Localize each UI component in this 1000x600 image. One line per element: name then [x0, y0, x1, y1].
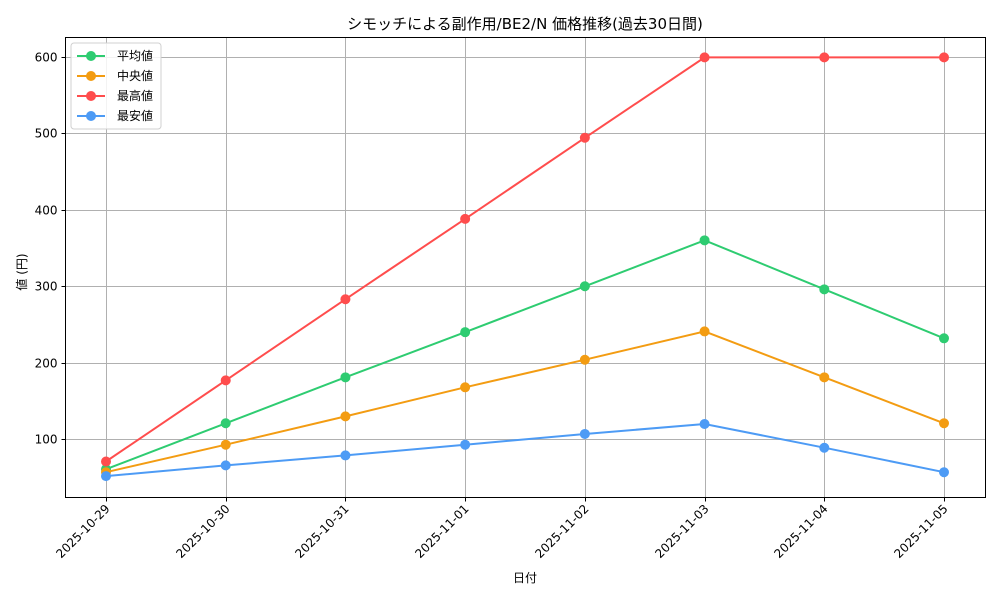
data-point[interactable] — [939, 467, 949, 478]
y-tick-label: 100 — [35, 433, 58, 447]
data-point[interactable] — [220, 439, 231, 450]
x-tick-label: 2025-10-29 — [53, 502, 112, 561]
data-point[interactable] — [220, 375, 231, 386]
data-point[interactable] — [101, 456, 111, 467]
data-point[interactable] — [460, 439, 471, 450]
y-axis: 100 200 300 400 500 600 — [35, 51, 66, 447]
y-tick-label: 200 — [35, 357, 58, 371]
data-point[interactable] — [340, 450, 351, 461]
series-2 — [101, 52, 949, 467]
legend-item: 中央値 — [77, 68, 153, 83]
legend-box — [70, 42, 162, 130]
x-axis: 2025-10-29 2025-10-30 2025-10-31 2025-11-01… — [53, 497, 951, 561]
y-tick-label: 600 — [35, 51, 58, 65]
data-point[interactable] — [819, 52, 830, 63]
legend-label: 最安値 — [117, 108, 153, 123]
x-axis-title: 日付 — [513, 571, 537, 585]
y-tick-label: 500 — [35, 127, 58, 141]
plot-frame — [65, 37, 986, 498]
data-point[interactable] — [340, 294, 351, 305]
data-point[interactable] — [460, 382, 471, 393]
y-axis-title: 値 (円) — [14, 253, 29, 290]
data-point[interactable] — [460, 213, 471, 224]
legend-label: 中央値 — [117, 68, 153, 83]
data-point[interactable] — [939, 52, 949, 63]
x-tick-label: 2025-10-31 — [292, 502, 351, 561]
series-line — [105, 422, 945, 478]
data-point[interactable] — [699, 326, 710, 337]
data-point[interactable] — [939, 418, 949, 429]
x-tick-label: 2025-11-01 — [412, 502, 471, 561]
data-point[interactable] — [579, 281, 590, 292]
data-point[interactable] — [819, 284, 830, 295]
legend-item: 最安値 — [77, 108, 153, 123]
legend-marker-icon — [86, 51, 96, 61]
series-3 — [101, 419, 949, 482]
x-tick-label: 2025-11-03 — [652, 502, 711, 561]
data-point[interactable] — [579, 354, 590, 365]
series-line — [105, 239, 945, 471]
data-point[interactable] — [460, 327, 471, 338]
legend-item: 最高値 — [77, 88, 153, 103]
legend-marker-icon — [86, 91, 96, 101]
data-point[interactable] — [101, 471, 111, 482]
gridlines — [65, 37, 986, 498]
x-tick-label: 2025-10-30 — [173, 502, 232, 561]
legend-item: 平均値 — [77, 48, 153, 63]
chart-title: シモッチによる副作用/BE2/N 価格推移(過去30日間) — [347, 15, 703, 33]
series-lines — [101, 52, 949, 482]
y-tick-label: 300 — [35, 280, 58, 294]
data-point[interactable] — [579, 132, 590, 143]
data-point[interactable] — [579, 428, 590, 439]
series-line — [105, 56, 944, 463]
legend-label: 最高値 — [117, 88, 153, 103]
x-tick-label: 2025-11-04 — [771, 502, 830, 561]
legend-marker-icon — [86, 111, 96, 121]
data-point[interactable] — [220, 460, 231, 471]
data-point[interactable] — [819, 442, 830, 453]
series-1 — [101, 326, 949, 478]
x-tick-label: 2025-11-05 — [891, 502, 950, 561]
data-point[interactable] — [699, 419, 710, 430]
data-point[interactable] — [340, 372, 351, 383]
data-point[interactable] — [340, 411, 351, 422]
y-tick-label: 400 — [35, 204, 58, 218]
data-point[interactable] — [699, 235, 710, 246]
legend-marker-icon — [86, 71, 96, 81]
data-point[interactable] — [939, 333, 949, 344]
legend-label: 平均値 — [117, 48, 153, 63]
data-point[interactable] — [819, 372, 830, 383]
data-point[interactable] — [220, 418, 231, 429]
series-line — [105, 330, 945, 474]
x-tick-label: 2025-11-02 — [532, 502, 591, 561]
data-point[interactable] — [699, 52, 710, 63]
